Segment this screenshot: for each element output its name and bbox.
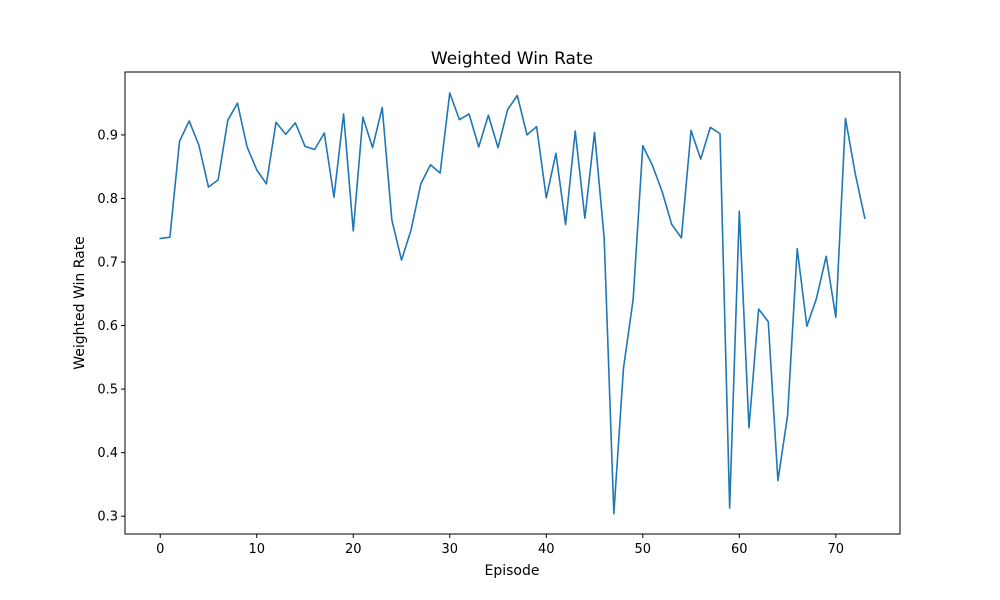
y-axis-label: Weighted Win Rate	[72, 236, 88, 370]
x-axis-ticks: 0 10 20 30 40 50 60 70	[156, 534, 844, 557]
x-tick-label: 50	[635, 542, 652, 557]
y-tick-label: 0.8	[97, 192, 118, 207]
series-layer	[159, 92, 866, 515]
x-tick-label: 20	[345, 542, 362, 557]
x-tick-label: 0	[156, 542, 164, 557]
x-tick-label: 70	[828, 542, 845, 557]
series-line-0	[159, 92, 866, 515]
x-tick-label: 40	[538, 542, 555, 557]
y-tick-label: 0.9	[97, 128, 118, 143]
chart-title: Weighted Win Rate	[431, 49, 593, 69]
y-tick-label: 0.3	[97, 510, 118, 525]
x-tick-label: 10	[248, 542, 265, 557]
y-tick-label: 0.6	[97, 319, 118, 334]
plot-area-frame	[124, 71, 901, 535]
y-tick-label: 0.7	[97, 256, 118, 271]
x-tick-label: 60	[731, 542, 748, 557]
x-axis-label: Episode	[485, 563, 540, 579]
y-tick-label: 0.4	[97, 446, 118, 461]
y-tick-label: 0.5	[97, 383, 118, 398]
x-tick-label: 30	[441, 542, 458, 557]
y-axis-ticks: 0.3 0.4 0.5 0.6 0.7 0.8 0.9	[97, 128, 125, 525]
